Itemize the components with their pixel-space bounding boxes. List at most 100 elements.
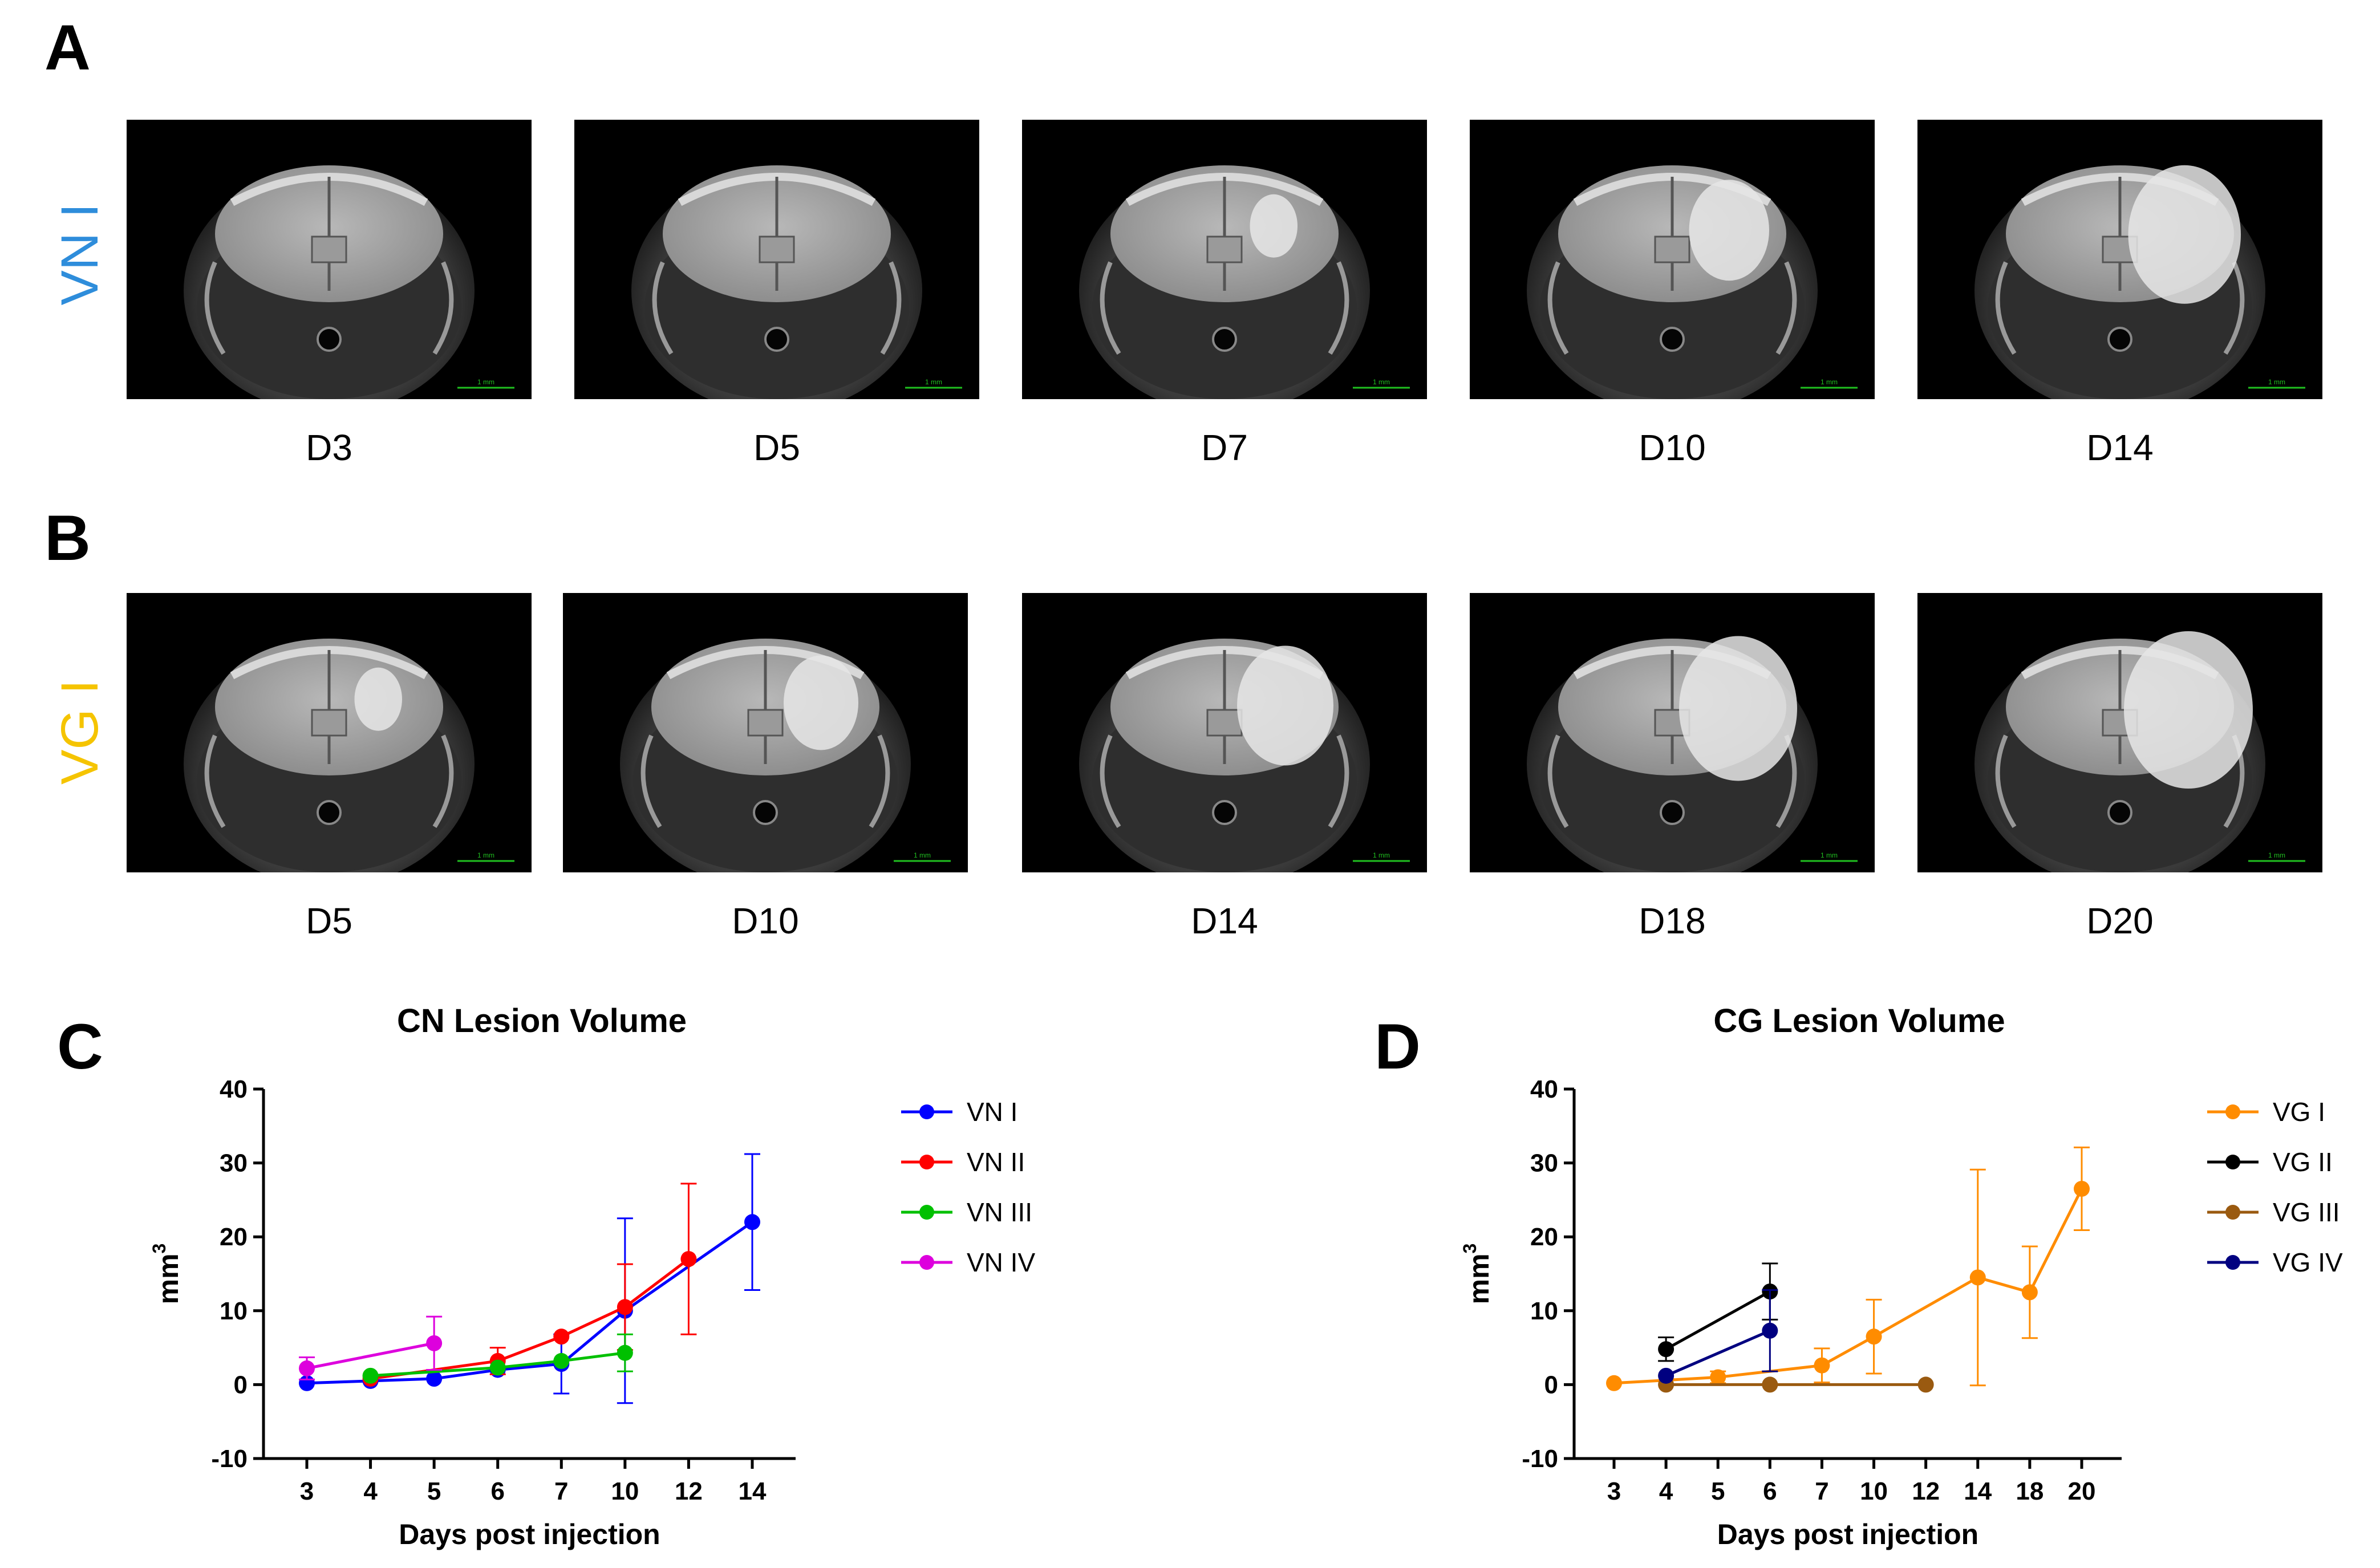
x-tick-label: 14 [739,1477,767,1505]
scale-bar-label: 1 mm [914,851,931,859]
panel-letter-b: B [44,502,91,574]
legend-marker [2225,1104,2240,1119]
lesion [1689,180,1769,281]
day-label-a-2: D5 [753,427,800,468]
scale-bar-label: 1 mm [1821,378,1838,386]
mri-a-3: 1 mm [1022,120,1427,399]
data-point [744,1214,760,1230]
y-axis-label-superscript: 3 [1459,1244,1480,1254]
x-tick-label: 4 [363,1477,378,1505]
mri-b-4: 1 mm [1470,593,1875,872]
x-tick-label: 10 [611,1477,639,1505]
data-point [553,1329,570,1345]
day-label-b-1: D5 [306,900,352,941]
scale-bar-label: 1 mm [2268,378,2285,386]
lesion [354,667,402,731]
mri-b-1: 1 mm [127,593,532,872]
row-label-vn-i: VN I [51,203,109,306]
day-label-a-1: D3 [306,427,352,468]
mri-slice: 1 mm [1974,165,2305,399]
ventricle [1206,235,1243,263]
data-point [1762,1376,1778,1393]
y-tick-label: 30 [1530,1149,1558,1177]
data-point [426,1335,443,1351]
series-line [1613,1188,2083,1385]
legend-label: VN I [967,1097,1017,1127]
central-canal [1212,800,1237,825]
scale-bar-label: 1 mm [1373,378,1390,386]
y-tick-label: -10 [1522,1445,1558,1473]
y-tick-label: -10 [211,1445,248,1473]
cn-lesion-volume-chart: CN Lesion Volume 40 30 20 10 0 -10 3 4 5 6 7 10 12 14 D… [149,1002,1035,1550]
y-tick-label: 0 [1544,1371,1558,1399]
data-point [1606,1375,1622,1391]
ventricle [311,235,347,263]
lesion [1237,645,1333,766]
x-tick-label: 4 [1659,1477,1673,1505]
mri-a-1: 1 mm [127,120,532,399]
legend-label: VG IV [2273,1248,2343,1277]
scale-bar-label: 1 mm [477,378,494,386]
day-label-a-3: D7 [1201,427,1248,468]
day-label-b-2: D10 [732,900,799,941]
scale-bar-label: 1 mm [1373,851,1390,859]
ventricle [311,709,347,737]
central-canal [1660,327,1685,352]
central-canal [1660,800,1685,825]
mri-b-2: 1 mm [563,593,968,872]
data-point [1866,1329,1882,1345]
data-point [2074,1180,2090,1197]
y-tick-label: 30 [220,1149,248,1177]
series-line [1665,1290,1771,1351]
legend-label: VG III [2273,1197,2340,1227]
legend-marker [919,1104,934,1119]
central-canal [317,327,342,352]
mri-slice: 1 mm [1527,636,1858,872]
data-point [299,1360,315,1376]
x-tick-label: 20 [2068,1477,2096,1505]
series-line [306,1221,753,1385]
mri-slice: 1 mm [631,165,962,399]
y-tick-label: 10 [1530,1297,1558,1325]
x-tick-label: 12 [675,1477,703,1505]
data-point [1814,1357,1830,1374]
series-line [370,1258,690,1380]
x-axis-label: Days post injection [1717,1518,1978,1550]
panel-letter-d: D [1375,1011,1421,1082]
x-tick-label: 3 [1607,1477,1621,1505]
data-point [1762,1322,1778,1339]
ventricle [1654,235,1690,263]
central-canal [753,800,778,825]
day-label-a-5: D14 [2086,427,2154,468]
ventricle [759,235,795,263]
scale-bar-label: 1 mm [1821,851,1838,859]
day-label-b-5: D20 [2086,900,2154,941]
central-canal [2107,327,2132,352]
chart-title: CN Lesion Volume [397,1002,687,1039]
y-axis-label: mm3 [149,1244,184,1305]
x-tick-label: 3 [300,1477,314,1505]
y-tick-label: 20 [1530,1223,1558,1251]
x-tick-label: 7 [554,1477,568,1505]
x-tick-label: 7 [1815,1477,1828,1505]
day-label-b-3: D14 [1191,900,1258,941]
data-point [617,1344,633,1361]
mri-b-3: 1 mm [1022,593,1427,872]
y-axis-label: mm3 [1459,1244,1495,1305]
legend-label: VN III [967,1197,1032,1227]
data-point [362,1367,379,1384]
series-line [1665,1329,1771,1378]
y-axis-label-superscript: 3 [149,1244,169,1254]
central-canal [317,800,342,825]
row-label-vg-i: VG I [51,679,109,785]
data-point [1710,1369,1726,1386]
series-line [370,1351,626,1378]
y-tick-label: 40 [220,1075,248,1103]
x-tick-label: 5 [427,1477,441,1505]
lesion [1250,194,1298,258]
panel-letter-a: A [44,12,91,83]
y-tick-label: 0 [234,1371,248,1399]
day-label-a-4: D10 [1639,427,1706,468]
mri-slice: 1 mm [184,639,514,872]
data-point [553,1352,570,1369]
